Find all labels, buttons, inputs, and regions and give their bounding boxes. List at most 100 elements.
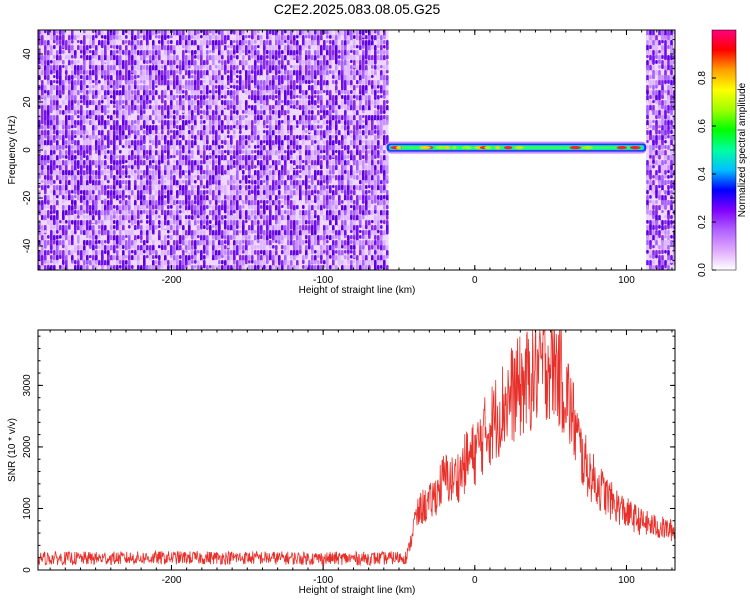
heatmap-cell <box>86 210 89 214</box>
heatmap-cell <box>248 260 251 264</box>
heatmap-cell <box>245 85 248 90</box>
heatmap-cell <box>173 35 176 42</box>
heatmap-cell <box>149 190 152 195</box>
heatmap-cell <box>266 80 269 86</box>
heatmap-cell <box>107 95 110 102</box>
heatmap-cell <box>263 110 266 116</box>
heatmap-cell <box>38 235 41 242</box>
heatmap-cell <box>50 200 53 204</box>
heatmap-cell <box>140 175 143 181</box>
heatmap-cell <box>209 220 212 224</box>
heatmap-cell <box>152 265 155 270</box>
heatmap-cell <box>302 265 305 269</box>
heatmap-cell <box>89 225 92 232</box>
heatmap-cell <box>230 80 233 84</box>
heatmap-cell <box>134 185 137 191</box>
heatmap-cell <box>71 75 74 81</box>
heatmap-cell <box>323 35 326 39</box>
heatmap-cell <box>113 60 116 67</box>
heatmap-cell <box>137 265 140 270</box>
heatmap-cell <box>161 30 164 37</box>
heatmap-cell <box>317 245 320 251</box>
heatmap-cell <box>92 260 95 267</box>
heatmap-cell <box>83 195 86 201</box>
heatmap-cell <box>65 155 68 160</box>
heatmap-cell <box>131 265 134 270</box>
heatmap-cell <box>77 135 80 139</box>
heatmap-cell <box>206 125 209 131</box>
heatmap-cell <box>308 175 311 179</box>
heatmap-cell <box>137 70 140 80</box>
heatmap-cell <box>215 55 218 61</box>
heatmap-cell <box>167 155 170 159</box>
heatmap-cell <box>332 130 335 136</box>
heatmap-cell <box>98 260 101 267</box>
heatmap-cell <box>191 75 194 79</box>
heatmap-cell <box>293 95 296 100</box>
heatmap-cell <box>179 225 182 229</box>
heatmap-cell <box>158 195 161 202</box>
heatmap-cell <box>179 120 182 124</box>
heatmap-cell <box>170 225 173 231</box>
heatmap-cell <box>266 55 269 59</box>
heatmap-cell <box>344 200 347 206</box>
heatmap-cell <box>242 55 245 61</box>
heatmap-cell <box>107 30 110 37</box>
heatmap-cell <box>86 55 89 61</box>
heatmap-cell <box>269 115 272 121</box>
heatmap-cell <box>314 115 317 121</box>
heatmap-cell <box>50 170 53 174</box>
heatmap-cell <box>329 230 332 234</box>
heatmap-cell <box>311 60 314 64</box>
heatmap-cell <box>287 130 290 134</box>
heatmap-cell <box>89 135 92 141</box>
heatmap-cell <box>44 220 47 226</box>
heatmap-cell <box>275 75 278 81</box>
heatmap-cell <box>302 70 305 75</box>
heatmap-cell <box>86 265 89 270</box>
heatmap-cell <box>167 205 170 210</box>
heatmap-cell <box>203 185 206 189</box>
heatmap-cell <box>173 115 176 120</box>
heatmap-cell <box>68 265 71 269</box>
heatmap-cell <box>161 55 164 60</box>
heatmap-cell <box>191 195 194 200</box>
heatmap-cell <box>296 135 299 140</box>
heatmap-cell <box>215 65 218 69</box>
heatmap-cell <box>131 260 134 264</box>
heatmap-cell <box>296 205 299 210</box>
heatmap-cell <box>287 215 290 221</box>
heatmap-cell <box>50 125 53 132</box>
heatmap-cell <box>254 165 257 169</box>
heatmap-cell <box>83 170 86 176</box>
heatmap-cell <box>290 255 293 259</box>
heatmap-cell <box>116 225 119 232</box>
heatmap-cell <box>308 220 311 225</box>
heatmap-cell <box>41 180 44 184</box>
heatmap-cell <box>230 235 233 241</box>
heatmap-cell <box>293 260 296 264</box>
heatmap-cell <box>167 110 170 117</box>
heatmap-cell <box>329 70 332 75</box>
heatmap-cell <box>137 185 140 190</box>
heatmap-cell <box>92 85 95 89</box>
heatmap-cell <box>68 165 71 171</box>
heatmap-cell <box>50 45 53 51</box>
heatmap-cell <box>251 180 254 185</box>
heatmap-cell <box>77 255 80 260</box>
heatmap-cell <box>218 145 221 150</box>
heatmap-cell <box>320 255 323 261</box>
heatmap-cell <box>71 110 74 114</box>
heatmap-cell <box>71 100 74 107</box>
heatmap-cell <box>137 200 140 204</box>
heatmap-cell <box>128 155 131 161</box>
heatmap-cell <box>113 90 116 97</box>
heatmap-cell <box>47 255 50 259</box>
heatmap-cell <box>242 75 245 81</box>
heatmap-cell <box>164 180 167 184</box>
heatmap-cell <box>146 80 149 87</box>
heatmap-cell <box>53 185 56 191</box>
heatmap-cell <box>47 130 50 136</box>
heatmap-cell <box>260 80 263 86</box>
heatmap-cell <box>278 245 281 250</box>
